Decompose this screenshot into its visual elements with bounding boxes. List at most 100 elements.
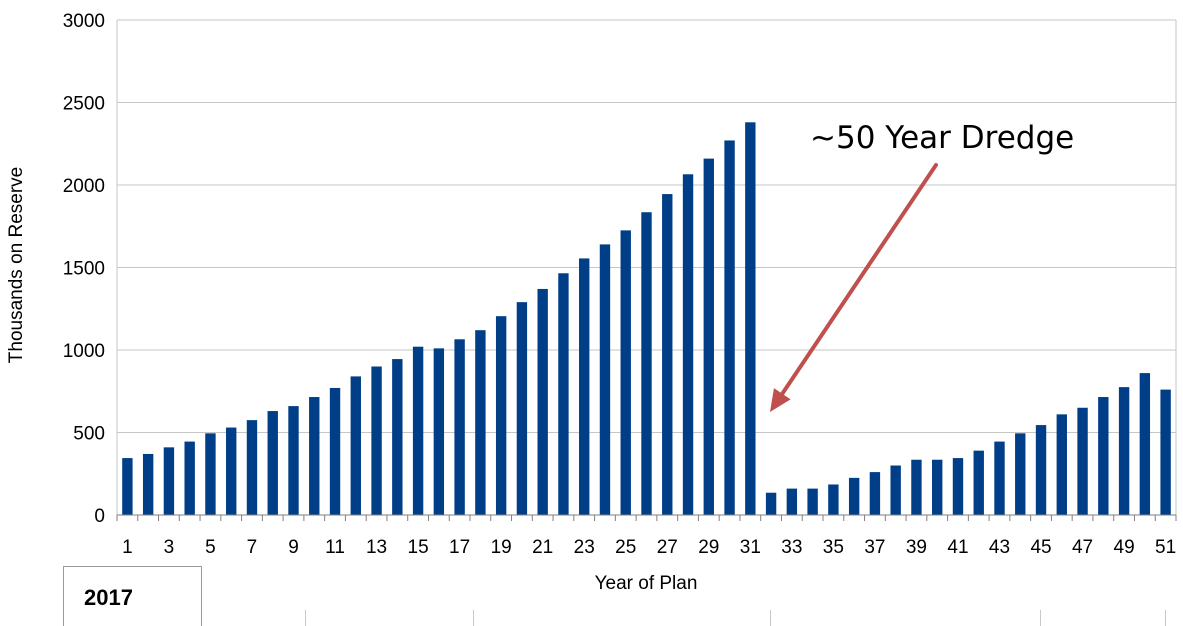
bar-series <box>122 122 1171 516</box>
x-tick-labels: 1 3 5 7 9 11 13 15 17 19 21 23 25 27 29 31 33 35 37 39 41 43 4… <box>122 537 1176 558</box>
y-tick-label: 1500 <box>63 259 105 280</box>
x-tick-label: 31 <box>740 537 761 558</box>
x-tick-label: 51 <box>1155 537 1176 558</box>
x-tick-label: 27 <box>657 537 678 558</box>
divider <box>1040 610 1041 626</box>
bar <box>226 427 237 515</box>
x-tick-label: 17 <box>449 537 470 558</box>
bar <box>267 411 278 515</box>
bar <box>516 302 528 515</box>
y-axis-label: Thousands on Reserve <box>6 167 27 363</box>
divider <box>305 610 306 626</box>
x-tick-label: 3 <box>164 537 175 558</box>
bar <box>765 492 777 515</box>
x-tick-label: 43 <box>989 537 1010 558</box>
bar <box>1160 389 1171 515</box>
bar <box>848 477 860 515</box>
bar <box>724 140 735 515</box>
bar <box>329 387 341 515</box>
x-tick-label: 1 <box>122 537 133 558</box>
bar <box>1035 425 1047 515</box>
bar <box>454 339 465 515</box>
x-tick-label: 5 <box>205 537 216 558</box>
bar <box>205 433 216 515</box>
x-tick-label: 35 <box>823 537 844 558</box>
x-axis-label: Year of Plan <box>595 573 698 594</box>
year-box: 2017 <box>63 566 202 626</box>
bar <box>682 174 694 515</box>
bar <box>392 359 403 515</box>
x-tick-label: 13 <box>366 537 387 558</box>
bar <box>911 459 922 515</box>
bar <box>142 453 154 515</box>
bar <box>309 397 320 515</box>
y-tick-label: 2000 <box>63 176 105 197</box>
y-tick-label: 3000 <box>63 11 105 32</box>
y-tick-label: 2500 <box>63 94 105 115</box>
bar <box>952 458 964 515</box>
bar <box>1118 387 1130 515</box>
x-tick-label: 33 <box>781 537 802 558</box>
bar <box>662 194 673 515</box>
divider <box>473 610 474 626</box>
x-tick-label: 11 <box>325 537 345 558</box>
divider <box>1165 610 1166 626</box>
bar <box>1098 397 1109 515</box>
bar <box>163 447 175 515</box>
bar <box>932 459 943 515</box>
x-tick-label: 47 <box>1072 537 1093 558</box>
bar <box>433 348 445 515</box>
bar <box>620 230 631 515</box>
bar <box>869 472 881 515</box>
bar <box>184 441 195 515</box>
bar <box>1077 407 1088 515</box>
bar <box>288 406 299 515</box>
bar <box>703 158 714 515</box>
bar <box>579 258 590 515</box>
bar <box>558 273 569 515</box>
year-label: 2017 <box>84 585 133 610</box>
x-tick-label: 45 <box>1030 537 1051 558</box>
x-tick-label: 49 <box>1114 537 1135 558</box>
bar <box>828 484 839 515</box>
divider <box>770 610 771 626</box>
annotation-label: ~50 Year Dredge <box>810 120 1074 156</box>
bar <box>350 376 361 515</box>
bar <box>371 366 382 515</box>
bar <box>246 420 258 515</box>
x-tick-label: 7 <box>247 537 258 558</box>
x-tick-label: 15 <box>408 537 429 558</box>
x-tick-label: 23 <box>574 537 595 558</box>
x-tick-label: 25 <box>615 537 636 558</box>
bar <box>1139 373 1151 515</box>
bar <box>412 346 424 515</box>
x-tick-label: 21 <box>532 537 553 558</box>
bar <box>1056 414 1067 515</box>
bar <box>973 450 984 515</box>
bar <box>641 212 652 515</box>
bar <box>786 488 798 515</box>
x-tick-label: 29 <box>698 537 719 558</box>
bar <box>122 458 133 515</box>
bar <box>890 465 901 515</box>
y-tick-labels: 0 500 1000 1500 2000 2500 3000 <box>63 11 105 527</box>
x-tick-label: 41 <box>947 537 968 558</box>
bar <box>1015 433 1026 515</box>
bar <box>537 288 548 515</box>
bar <box>994 441 1005 515</box>
y-tick-label: 500 <box>73 424 105 445</box>
y-tick-label: 1000 <box>63 341 105 362</box>
axes <box>116 20 1177 521</box>
x-tick-label: 37 <box>864 537 885 558</box>
x-tick-label: 39 <box>906 537 927 558</box>
x-tick-label: 19 <box>491 537 512 558</box>
bar <box>745 122 756 516</box>
bar <box>599 244 611 515</box>
bar <box>475 330 486 515</box>
bar <box>495 316 507 515</box>
annotation-arrow <box>770 163 938 412</box>
bar <box>807 488 818 515</box>
y-tick-label: 0 <box>94 506 105 527</box>
x-tick-label: 9 <box>288 537 299 558</box>
